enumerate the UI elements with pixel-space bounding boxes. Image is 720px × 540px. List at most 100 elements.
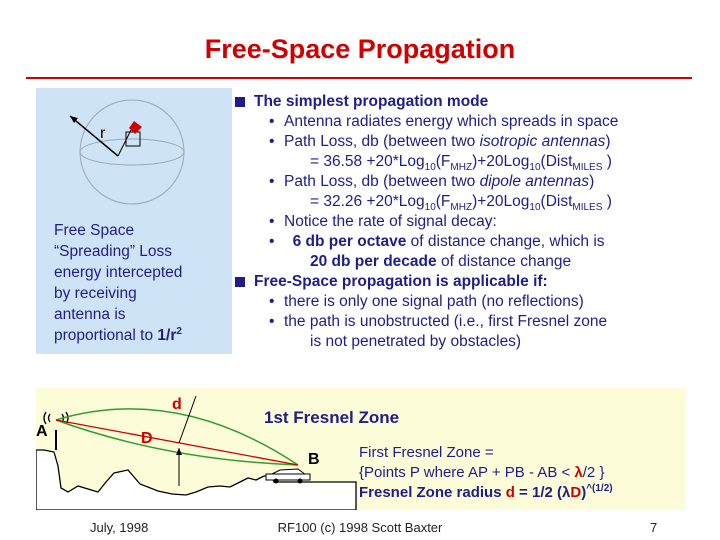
point-a-label: A [36,423,48,440]
bullet-secondary: • the path is unobstructed (i.e., first F… [232,312,712,332]
mobile-vehicle-icon [265,468,311,484]
bullet-text: Path Loss, db (between two [284,173,480,190]
bullet-text: is not penetrated by obstacles) [310,333,522,350]
spreading-loss-caption: Free Space “Spreading” Loss energy inter… [54,220,234,346]
bullet-continuation: 20 db per decade of distance change [232,252,712,272]
lambda-symbol: λ [574,464,583,481]
radius-d-label: d [172,396,182,413]
definition-line: First Fresnel Zone = [359,444,494,461]
sphere-outline [79,99,185,205]
bullet-secondary: • Antenna radiates energy which spreads i… [232,112,712,132]
lambda-symbol: λ [562,484,571,501]
exponent: 2 [176,325,182,337]
bullet-marker-icon [235,97,245,107]
bullet-dot-icon: • [269,313,275,330]
radius-arrowhead [70,116,78,123]
bullet-text-italic: isotropic antennas [479,133,606,150]
sphere-panel: r Free Space “Spreading” Loss energy int… [36,88,232,354]
bullet-text: Antenna radiates energy which spreads in… [284,113,619,130]
formula-part: (F [435,193,451,210]
bullet-text: Free-Space propagation is applicable if: [254,273,548,290]
formula-part: = 32.26 +20*Log [310,193,425,210]
formula-part: )+20Log [472,153,530,170]
formula-sub: 10 [529,202,541,214]
formula-sub: 10 [424,162,436,174]
definition-text: /2 } [582,464,605,481]
formula-sub: 10 [529,162,541,174]
formula-sub: 10 [424,202,436,214]
bullet-secondary: • Path Loss, db (between two isotropic an… [232,132,712,152]
bullet-dot-icon: • [269,133,275,150]
formula-part: (Dist [540,153,573,170]
antenna-a-waves-icon [43,411,69,425]
bullet-text-bold: 20 db per decade [310,253,437,270]
inverse-square-term: 1/r [157,327,177,344]
footer-copyright: RF100 (c) 1998 Scott Baxter [277,520,443,535]
formula-sub: MHZ [450,162,473,174]
caption-line: Free Space [54,222,135,239]
distance-d-label: D [141,430,153,447]
bullet-text: of distance change, which is [406,233,605,250]
bullet-dot-icon: • [269,113,275,130]
bullet-secondary: • there is only one signal path (no refle… [232,292,712,312]
fresnel-definition: First Fresnel Zone = {Points P where AP … [359,443,689,503]
bullet-secondary: • 6 db per octave of distance change, wh… [232,232,712,252]
fresnel-heading: 1st Fresnel Zone [264,408,400,427]
caption-line: “Spreading” Loss [54,243,173,260]
bullet-text: Path Loss, db (between two [284,133,480,150]
distance-d-symbol: D [570,484,582,501]
radius-arrowhead [176,448,182,455]
formula-sub: MILES [572,202,603,214]
slide-title: Free-Space Propagation [204,34,516,64]
caption-text: proportional to [54,327,158,344]
bullet-primary: Free-Space propagation is applicable if: [232,272,712,292]
fresnel-diagram [36,395,357,510]
exponent: ^(1/2) [586,483,613,494]
bullet-text: of distance change [436,253,572,270]
fresnel-zone-ellipse [55,419,299,466]
bullet-primary: The simplest propagation mode [232,92,712,112]
bullet-text: ) [589,173,595,190]
formula-part: )+20Log [472,193,530,210]
radius-d-symbol: d [505,484,515,501]
bullet-dot-icon: • [269,233,275,250]
caption-line: proportional to 1/r2 [54,325,234,346]
formula-part: ) [602,193,612,210]
bullet-text: ) [605,133,611,150]
radius-label: r [100,125,106,142]
receiving-antenna-icon [129,121,142,134]
definition-line: Fresnel Zone radius d = 1/2 (λD)^(1/2) [359,483,689,503]
formula-isotropic: = 36.58 +20*Log10(FMHZ)+20Log10(DistMILE… [232,152,712,174]
bullet-marker-icon [235,277,245,287]
title-divider [26,77,692,79]
bullet-dot-icon: • [269,293,275,310]
bullet-text-italic: dipole antennas [479,173,590,190]
point-b-label: B [308,451,320,468]
radius-arrow [178,395,197,444]
definition-text: ) [581,484,587,501]
bullet-dot-icon: • [269,173,275,190]
formula-part: (F [435,153,451,170]
fresnel-panel: A B d D 1st Fresnel Zone First Fresnel Z… [36,388,686,510]
definition-text: Fresnel Zone radius [359,484,506,501]
bullet-dot-icon: • [269,213,275,230]
caption-line: energy intercepted [54,264,183,281]
formula-part: (Dist [540,193,573,210]
caption-line: by receiving [54,285,137,302]
bullet-text: there is only one signal path (no reflec… [284,293,584,310]
sphere-equator [79,138,185,166]
fresnel-zone-ellipse [55,408,299,466]
bullet-text: the path is unobstructed (i.e., first Fr… [284,313,608,330]
terrain-profile [36,449,357,510]
page-number: 7 [650,520,658,535]
bullet-secondary: • Path Loss, db (between two dipole anten… [232,172,712,192]
ray-line [117,129,132,157]
bullet-list: The simplest propagation mode • Antenna r… [232,92,712,352]
bullet-text: Notice the rate of signal decay: [284,213,497,230]
definition-text: = 1/2 ( [514,484,562,501]
radius-line [69,115,119,157]
bullet-text: The simplest propagation mode [254,93,489,110]
definition-line: {Points P where AP + PB - AB < λ/2 } [359,463,689,483]
sphere-diagram: r [69,99,185,205]
definition-text: {Points P where AP + PB - AB < [359,464,575,481]
